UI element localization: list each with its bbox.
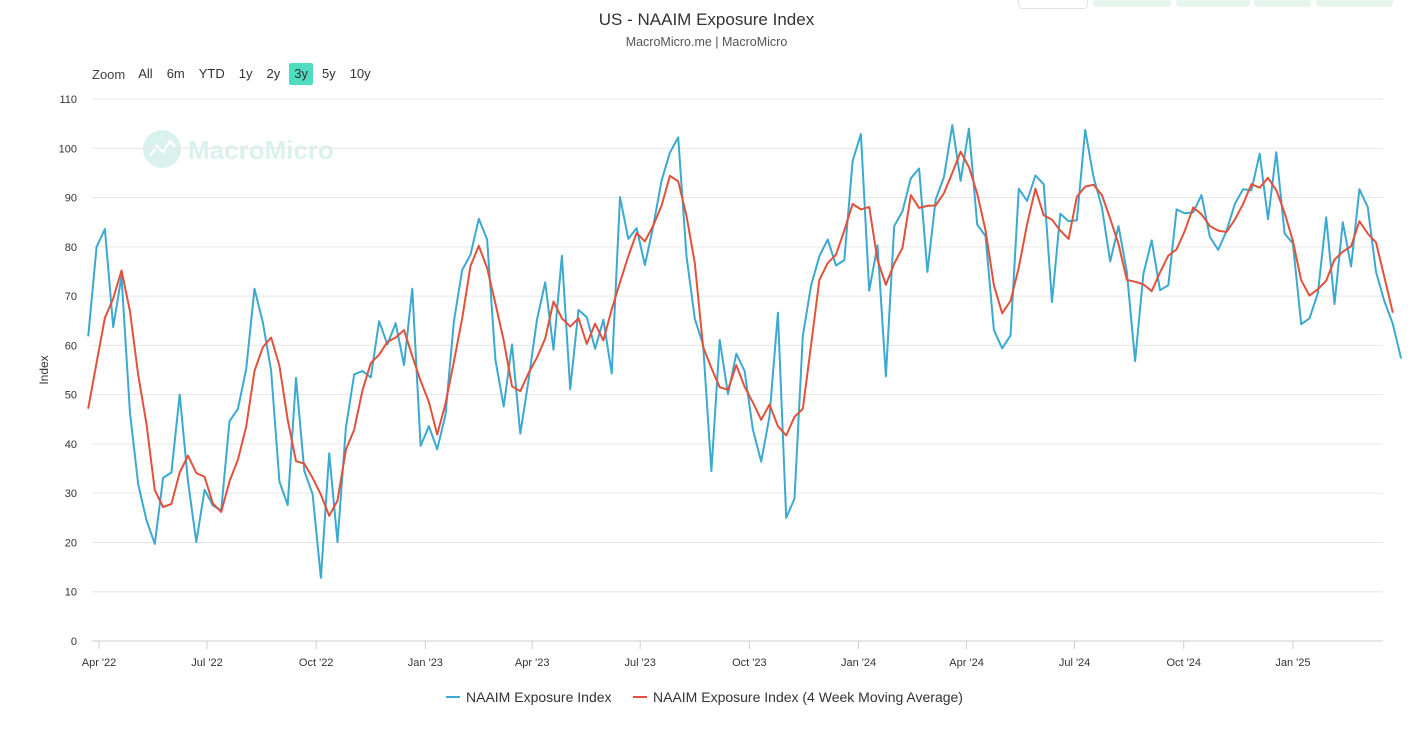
x-tick-label: Jan '24 — [841, 657, 876, 669]
y-tick-label: 90 — [65, 193, 77, 205]
x-tick-label: Jul '24 — [1059, 657, 1090, 669]
watermark-logo-icon — [143, 130, 181, 168]
range-button-5y[interactable]: 5y — [321, 66, 336, 81]
y-tick-label: 100 — [59, 143, 77, 155]
watermark-logo-mark — [148, 138, 176, 157]
range-button-ytd[interactable]: YTD — [198, 66, 225, 81]
x-tick-label: Jan '25 — [1275, 657, 1310, 669]
toolbar-button-partial[interactable] — [1093, 0, 1171, 7]
y-tick-label: 70 — [65, 291, 77, 303]
x-tick-label: Jul '23 — [624, 657, 655, 669]
series-line-naaim — [87, 124, 1402, 579]
y-tick-label: 110 — [59, 94, 77, 106]
x-tick-label: Apr '23 — [515, 657, 550, 669]
zoom-label: Zoom — [92, 66, 126, 82]
range-button-all[interactable]: All — [138, 66, 153, 81]
x-tick-label: Jan '23 — [408, 657, 443, 669]
legend-item-naaim[interactable]: NAAIM Exposure Index — [466, 689, 612, 705]
x-tick-label: Apr '24 — [949, 657, 984, 669]
range-selector: Zoom All 6m YTD 1y 2y 3y 5y 10y — [86, 63, 378, 85]
range-button-10y[interactable]: 10y — [349, 66, 371, 81]
toolbar-button-partial[interactable] — [1254, 0, 1311, 7]
series-line-4wk-ma — [87, 150, 1394, 517]
x-tick-label: Oct '24 — [1166, 657, 1201, 669]
range-button-1y[interactable]: 1y — [238, 66, 253, 81]
chart-title: US - NAAIM Exposure Index — [598, 10, 815, 29]
y-tick-label: 40 — [65, 439, 77, 451]
toolbar-button-partial[interactable] — [1018, 0, 1088, 9]
watermark-text: MacroMicro — [188, 135, 334, 165]
y-tick-label: 10 — [65, 587, 77, 599]
legend-item-4wk-ma[interactable]: NAAIM Exposure Index (4 Week Moving Aver… — [653, 689, 963, 705]
toolbar-button-partial[interactable] — [1316, 0, 1393, 7]
toolbar-button-partial[interactable] — [1176, 0, 1250, 7]
chart-subtitle: MacroMicro.me | MacroMicro — [625, 35, 788, 49]
watermark: MacroMicro — [143, 130, 334, 168]
y-tick-label: 30 — [65, 488, 77, 500]
y-tick-label: 50 — [65, 390, 77, 402]
x-tick-label: Oct '22 — [299, 657, 334, 669]
range-button-3y[interactable]: 3y — [289, 63, 313, 85]
range-button-6m[interactable]: 6m — [166, 66, 185, 81]
y-tick-label: 0 — [71, 636, 77, 648]
y-axis-title: Index — [37, 355, 51, 384]
x-tick-label: Jul '22 — [191, 657, 222, 669]
y-tick-label: 80 — [65, 242, 77, 254]
x-tick-label: Apr '22 — [82, 657, 117, 669]
y-tick-label: 60 — [65, 340, 77, 352]
range-button-2y[interactable]: 2y — [266, 66, 281, 81]
y-tick-label: 20 — [65, 537, 77, 549]
x-tick-label: Oct '23 — [732, 657, 767, 669]
